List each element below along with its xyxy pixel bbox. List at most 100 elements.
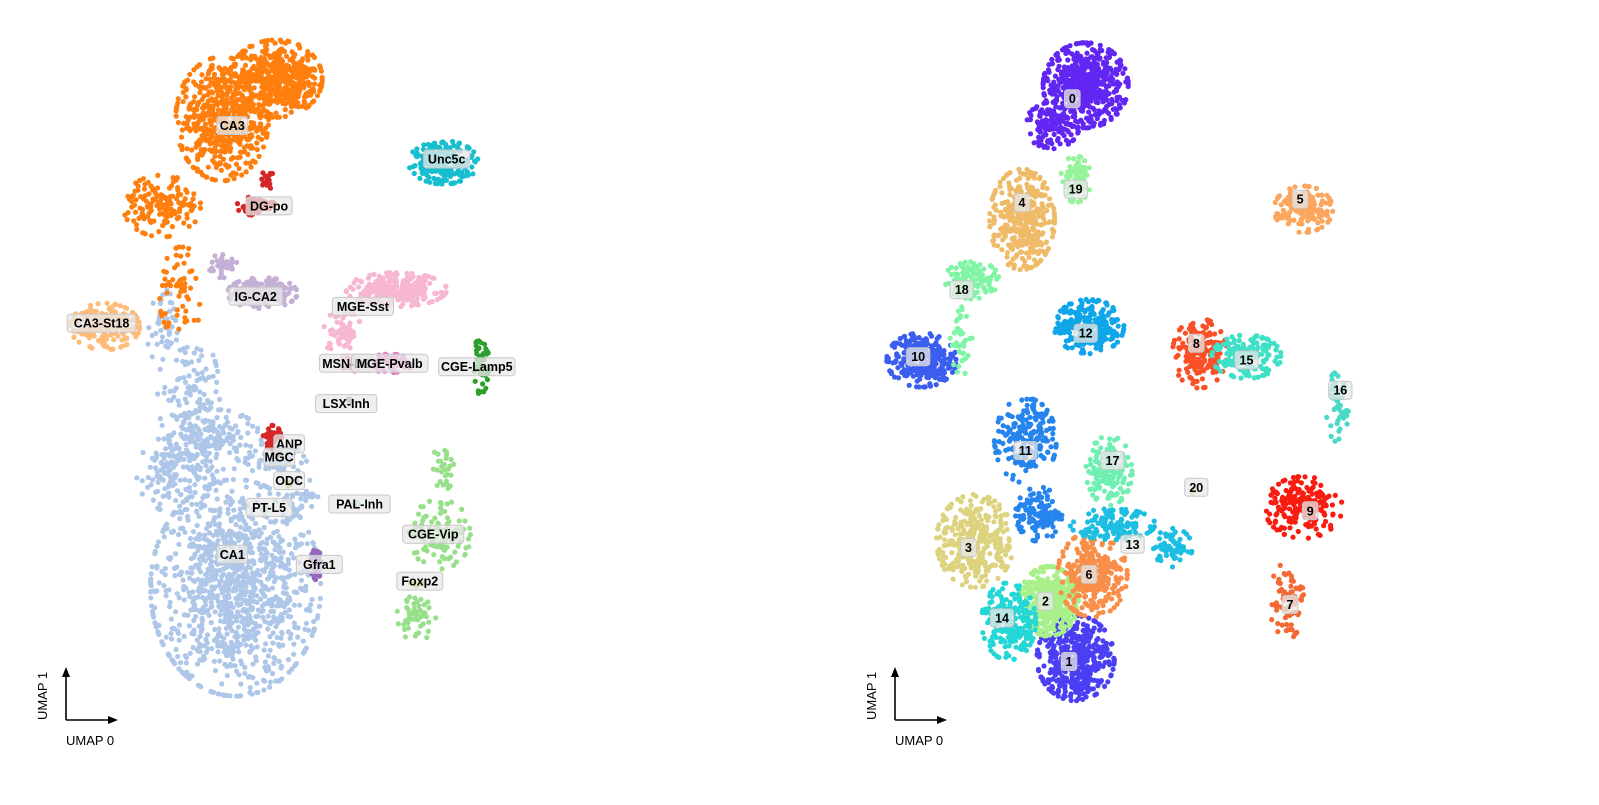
scatter-point [253,637,259,643]
scatter-point [240,582,246,588]
scatter-point [147,464,153,470]
scatter-point [258,596,264,602]
scatter-point [202,503,208,509]
scatter-point [148,580,154,586]
scatter-point [410,149,416,155]
scatter-point [187,421,193,427]
scatter-point [208,688,214,695]
scatter-point [208,599,214,606]
scatter-point [249,53,255,59]
scatter-point [209,112,215,118]
scatter-point [310,492,316,498]
scatter-point [218,98,224,104]
scatter-point [298,496,304,502]
scatter-point [228,67,234,73]
scatter-point [254,140,260,146]
scatter-point [197,113,203,119]
scatter-point [186,434,192,440]
cluster-label-text: CA3 [220,119,245,133]
scatter-point [456,178,462,184]
scatter-point [263,66,269,72]
scatter-point [208,604,214,610]
scatter-point [237,573,243,579]
scatter-point [184,464,190,470]
scatter-point [381,275,387,281]
cluster-label-text: DG-po [250,199,289,213]
scatter-point [168,555,174,561]
scatter-point [181,587,187,593]
scatter-point [213,164,219,170]
scatter-point [191,67,197,73]
scatter-point [140,176,146,182]
scatter-point [1078,40,1084,46]
scatter-point [289,90,295,96]
scatter-point [373,288,379,294]
scatter-point [249,581,255,587]
scatter-point [205,164,211,170]
scatter-point [171,413,177,419]
scatter-point [421,546,427,552]
scatter-point [442,556,448,562]
scatter-point [174,488,181,494]
scatter-point [124,217,130,223]
scatter-point [1094,83,1100,90]
axis-arrows: UMAP 0 UMAP 1 [35,667,118,748]
scatter-point [233,668,240,674]
scatter-point [230,56,237,62]
scatter-point [254,125,260,131]
scatter-point [1113,111,1119,117]
scatter-point [257,557,263,563]
cluster-label-text: MGE-Pvalb [357,357,423,371]
scatter-point [133,222,140,228]
scatter-point [163,461,169,467]
scatter-point [302,100,308,106]
scatter-point [459,169,465,175]
scatter-point [271,556,277,562]
scatter-point [172,509,178,516]
scatter-point [274,528,280,534]
scatter-point [414,154,420,160]
scatter-point [259,281,265,287]
scatter-point [212,253,218,259]
x-axis-label: UMAP 0 [66,733,114,748]
scatter-point [288,631,294,637]
scatter-point [238,681,244,687]
scatter-point [170,277,176,283]
scatter-point [245,430,251,436]
scatter-point [168,397,174,403]
scatter-point [191,603,197,609]
scatter-point [227,528,233,534]
scatter-point [238,693,244,699]
scatter-point [203,458,209,464]
scatter-point [443,452,450,458]
scatter-point [288,614,294,620]
scatter-point [150,477,156,483]
scatter-point [202,643,208,649]
scatter-point [176,637,182,643]
scatter-point [267,101,273,107]
scatter-point [299,72,305,78]
scatter-point [221,71,227,77]
scatter-point [187,71,193,77]
scatter-point [356,284,362,290]
umap-panel-cell-types: CA1CA3DG-poIG-CA2CA3-St18MGE-SstMSN-D2MG… [35,37,516,748]
scatter-point [197,90,203,96]
scatter-point [262,618,268,625]
scatter-point [409,610,416,616]
scatter-point [197,633,203,640]
scatter-point [1063,50,1069,57]
scatter-point [167,599,173,605]
scatter-point [272,71,279,77]
scatter-point [288,109,294,115]
scatter-point [223,499,229,505]
scatter-point [286,594,292,601]
scatter-point [218,109,224,115]
scatter-point [125,193,131,199]
cluster-label-CGE-Vip: CGE-Vip [402,524,465,544]
scatter-point [205,608,211,614]
scatter-point [249,468,255,474]
cluster-label-CA3: CA3 [216,116,249,135]
scatter-point [258,484,264,490]
scatter-point [257,121,264,127]
scatter-point [173,646,179,653]
